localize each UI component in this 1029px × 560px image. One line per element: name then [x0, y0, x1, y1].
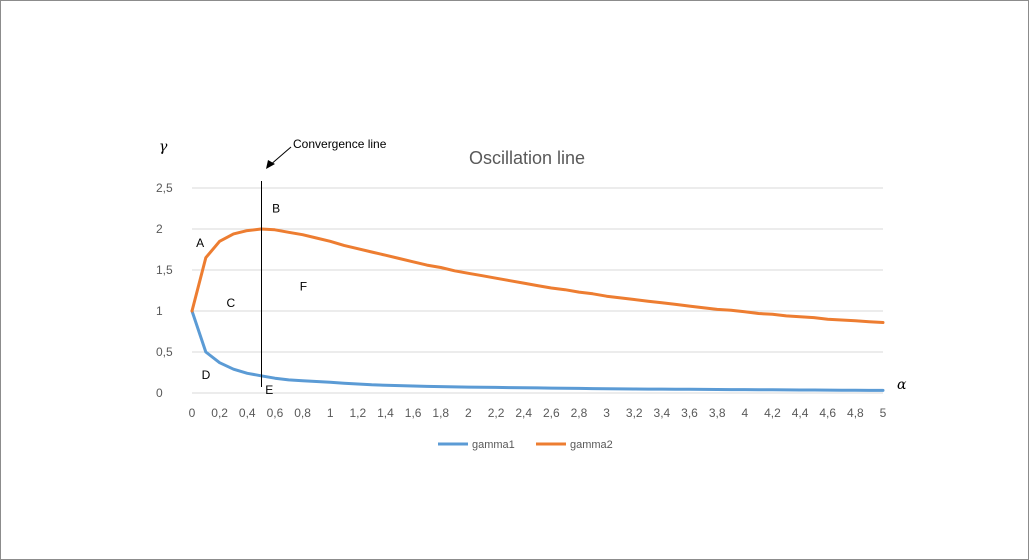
x-tick-label: 4,4 — [792, 406, 809, 420]
x-tick-label: 2,4 — [515, 406, 532, 420]
legend: gamma1 gamma2 — [438, 439, 613, 451]
x-tick-label: 3,2 — [626, 406, 643, 420]
series-lines — [190, 227, 885, 392]
x-tick-label: 0,2 — [211, 406, 228, 420]
x-tick-label: 0 — [189, 406, 196, 420]
x-tick-label: 2 — [465, 406, 472, 420]
gridlines — [192, 187, 883, 394]
x-axis-label: α — [897, 377, 907, 393]
region-labels: A B C D E F — [196, 202, 307, 397]
region-label-D: D — [202, 368, 211, 382]
y-tick-labels: 0 0,5 1 1,5 2 2,5 — [156, 181, 173, 400]
convergence-annotation: Convergence line — [266, 137, 387, 169]
y-tick-label: 2,5 — [156, 181, 173, 195]
x-tick-label: 0,6 — [267, 406, 284, 420]
x-tick-label: 4,2 — [764, 406, 781, 420]
x-tick-label: 1,6 — [405, 406, 422, 420]
x-tick-label: 4,8 — [847, 406, 864, 420]
x-tick-label: 2,8 — [571, 406, 588, 420]
x-tick-labels: 0 0,2 0,4 0,6 0,8 1 1,2 1,4 1,6 1,8 2 2,2 2,4 2,6 2,8 3… — [189, 406, 887, 420]
region-label-C: C — [227, 296, 236, 310]
x-tick-label: 1 — [327, 406, 334, 420]
x-tick-label: 4 — [741, 406, 748, 420]
x-tick-label: 2,6 — [543, 406, 560, 420]
x-tick-label: 0,4 — [239, 406, 256, 420]
x-tick-label: 3,8 — [709, 406, 726, 420]
y-axis-label: γ — [159, 139, 168, 155]
legend-label-gamma2: gamma2 — [570, 439, 613, 451]
x-tick-label: 1,8 — [432, 406, 449, 420]
x-tick-label: 1,4 — [377, 406, 394, 420]
y-tick-label: 0 — [156, 386, 163, 400]
region-label-B: B — [272, 202, 280, 216]
arrow-head — [266, 160, 275, 169]
x-tick-label: 5 — [880, 406, 887, 420]
region-label-E: E — [265, 383, 273, 397]
x-tick-label: 0,8 — [294, 406, 311, 420]
x-tick-label: 1,2 — [349, 406, 366, 420]
series-line-gamma2 — [190, 227, 885, 324]
x-tick-label: 3,4 — [654, 406, 671, 420]
chart-title: Oscillation line — [469, 148, 585, 168]
x-tick-label: 2,2 — [488, 406, 505, 420]
series-line-gamma1 — [190, 309, 885, 392]
convergence-label: Convergence line — [293, 137, 387, 151]
x-tick-label: 3 — [603, 406, 610, 420]
y-tick-label: 0,5 — [156, 345, 173, 359]
x-tick-label: 3,6 — [681, 406, 698, 420]
legend-label-gamma1: gamma1 — [472, 439, 515, 451]
y-tick-label: 1 — [156, 304, 163, 318]
region-label-F: F — [300, 280, 307, 294]
y-tick-label: 2 — [156, 222, 163, 236]
x-tick-label: 4,6 — [819, 406, 836, 420]
region-label-A: A — [196, 236, 204, 250]
y-tick-label: 1,5 — [156, 263, 173, 277]
